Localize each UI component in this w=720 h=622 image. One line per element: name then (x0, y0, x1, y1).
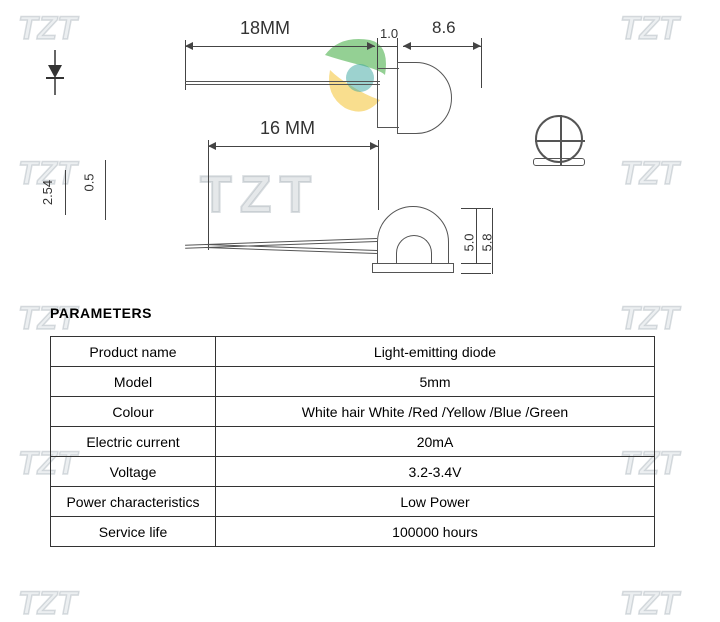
led-flange-bottom (372, 263, 454, 273)
arrow-icon (185, 42, 193, 50)
dim-line (378, 140, 379, 210)
param-value: Low Power (216, 487, 655, 517)
dim-0-5-label: 0.5 (82, 173, 97, 191)
dim-line (65, 170, 66, 215)
led-inner (396, 235, 432, 263)
led-lead-bottom-2 (205, 244, 377, 254)
param-value: 20mA (216, 427, 655, 457)
parameters-section: PARAMETERS Product name Light-emitting d… (50, 305, 670, 547)
dim-16mm-label: 16 MM (260, 118, 315, 139)
arrow-icon (208, 142, 216, 150)
dim-2-54-label: 2.54 (40, 180, 55, 205)
param-value: Light-emitting diode (216, 337, 655, 367)
param-value: 5mm (216, 367, 655, 397)
table-row: Colour White hair White /Red /Yellow /Bl… (51, 397, 655, 427)
table-row: Service life 100000 hours (51, 517, 655, 547)
dim-5-0-label: 5.0 (462, 233, 477, 251)
watermark: TZT (620, 585, 679, 622)
param-label: Product name (51, 337, 216, 367)
table-row: Model 5mm (51, 367, 655, 397)
arrow-icon (473, 42, 481, 50)
dim-line (377, 46, 397, 47)
param-label: Power characteristics (51, 487, 216, 517)
parameters-title: PARAMETERS (50, 305, 670, 321)
dim-line (403, 46, 481, 47)
table-row: Voltage 3.2-3.4V (51, 457, 655, 487)
dim-1-0-label: 1.0 (380, 26, 398, 41)
table-row: Electric current 20mA (51, 427, 655, 457)
param-value: 3.2-3.4V (216, 457, 655, 487)
arrow-icon (403, 42, 411, 50)
led-diagram: 18MM 1.0 8.6 16 MM 2.54 0.5 5.0 5.8 (40, 10, 640, 290)
led-side-view (535, 115, 583, 163)
dim-line (461, 263, 491, 264)
param-value: White hair White /Red /Yellow /Blue /Gre… (216, 397, 655, 427)
led-side-flange (533, 158, 585, 166)
param-label: Service life (51, 517, 216, 547)
dim-line (105, 160, 106, 220)
table-row: Power characteristics Low Power (51, 487, 655, 517)
table-row: Product name Light-emitting diode (51, 337, 655, 367)
dim-line (461, 273, 491, 274)
parameters-table: Product name Light-emitting diode Model … (50, 336, 655, 547)
param-label: Model (51, 367, 216, 397)
arrow-icon (370, 142, 378, 150)
dim-18mm-label: 18MM (240, 18, 290, 39)
param-label: Electric current (51, 427, 216, 457)
dim-line (481, 38, 482, 88)
arrow-icon (367, 42, 375, 50)
dim-line (492, 208, 493, 274)
diode-symbol (40, 50, 80, 105)
led-base-top (377, 68, 399, 128)
param-value: 100000 hours (216, 517, 655, 547)
watermark: TZT (18, 585, 77, 622)
led-dome-bottom (377, 206, 449, 264)
param-label: Colour (51, 397, 216, 427)
dim-line (208, 140, 209, 250)
dim-8-6-label: 8.6 (432, 18, 456, 38)
dim-line (185, 46, 375, 47)
led-lead-top (185, 81, 380, 85)
dim-line (208, 146, 378, 147)
dim-line (476, 208, 477, 263)
param-label: Voltage (51, 457, 216, 487)
led-dome-top (397, 62, 452, 134)
